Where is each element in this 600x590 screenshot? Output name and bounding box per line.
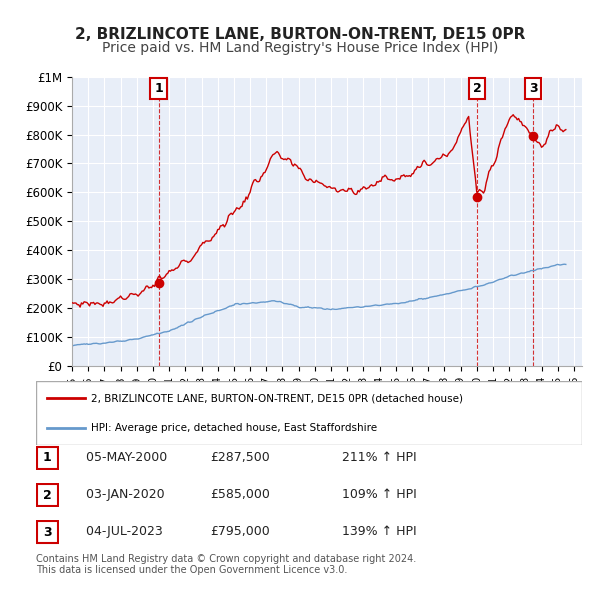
Text: £585,000: £585,000: [210, 488, 270, 501]
Text: 109% ↑ HPI: 109% ↑ HPI: [342, 488, 417, 501]
Text: £287,500: £287,500: [210, 451, 270, 464]
FancyBboxPatch shape: [37, 484, 58, 506]
Text: £795,000: £795,000: [210, 525, 270, 538]
Text: 03-JAN-2020: 03-JAN-2020: [78, 488, 164, 501]
FancyBboxPatch shape: [37, 447, 58, 469]
Text: Price paid vs. HM Land Registry's House Price Index (HPI): Price paid vs. HM Land Registry's House …: [102, 41, 498, 55]
FancyBboxPatch shape: [37, 521, 58, 543]
Text: 1: 1: [154, 82, 163, 95]
Text: 2: 2: [473, 82, 481, 95]
Text: 3: 3: [529, 82, 538, 95]
Text: 1: 1: [43, 451, 52, 464]
Text: 2, BRIZLINCOTE LANE, BURTON-ON-TRENT, DE15 0PR (detached house): 2, BRIZLINCOTE LANE, BURTON-ON-TRENT, DE…: [91, 393, 463, 403]
Text: 2: 2: [43, 489, 52, 502]
Text: 05-MAY-2000: 05-MAY-2000: [78, 451, 167, 464]
Text: 139% ↑ HPI: 139% ↑ HPI: [342, 525, 416, 538]
Text: 3: 3: [43, 526, 52, 539]
Text: 04-JUL-2023: 04-JUL-2023: [78, 525, 163, 538]
Text: HPI: Average price, detached house, East Staffordshire: HPI: Average price, detached house, East…: [91, 423, 377, 433]
FancyBboxPatch shape: [36, 381, 582, 445]
Text: Contains HM Land Registry data © Crown copyright and database right 2024.
This d: Contains HM Land Registry data © Crown c…: [36, 553, 416, 575]
Text: 2, BRIZLINCOTE LANE, BURTON-ON-TRENT, DE15 0PR: 2, BRIZLINCOTE LANE, BURTON-ON-TRENT, DE…: [75, 27, 525, 41]
Text: 211% ↑ HPI: 211% ↑ HPI: [342, 451, 416, 464]
